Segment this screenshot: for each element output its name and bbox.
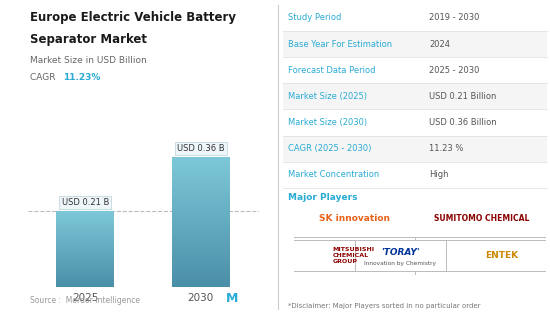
Text: MITSUBISHI
CHEMICAL
GROUP: MITSUBISHI CHEMICAL GROUP	[333, 247, 375, 264]
Text: Innovation by Chemistry: Innovation by Chemistry	[364, 261, 436, 266]
Text: 2025 - 2030: 2025 - 2030	[429, 66, 480, 75]
Text: 2024: 2024	[429, 40, 450, 48]
Text: CAGR (2025 - 2030): CAGR (2025 - 2030)	[288, 144, 371, 153]
Text: Europe Electric Vehicle Battery: Europe Electric Vehicle Battery	[30, 11, 236, 24]
Text: *Disclaimer: Major Players sorted in no particular order: *Disclaimer: Major Players sorted in no …	[288, 303, 480, 309]
Text: Market Size (2025): Market Size (2025)	[288, 92, 367, 101]
Text: Study Period: Study Period	[288, 13, 341, 22]
Text: Separator Market: Separator Market	[30, 33, 147, 47]
Text: 11.23 %: 11.23 %	[429, 144, 463, 153]
Text: M: M	[226, 292, 238, 305]
Text: 'TORAY': 'TORAY'	[381, 248, 420, 257]
Text: Market Size in USD Billion: Market Size in USD Billion	[30, 56, 147, 65]
Text: 11.23%: 11.23%	[63, 73, 101, 82]
Text: USD 0.21 Billion: USD 0.21 Billion	[429, 92, 496, 101]
Text: SUMITOMO CHEMICAL: SUMITOMO CHEMICAL	[433, 214, 529, 224]
Text: 2019 - 2030: 2019 - 2030	[429, 13, 480, 22]
Text: USD 0.36 Billion: USD 0.36 Billion	[429, 118, 497, 127]
Text: Base Year For Estimation: Base Year For Estimation	[288, 40, 392, 48]
Text: Market Concentration: Market Concentration	[288, 170, 379, 179]
Text: Market Size (2030): Market Size (2030)	[288, 118, 367, 127]
Text: Major Players: Major Players	[288, 193, 357, 202]
Text: SK innovation: SK innovation	[319, 214, 390, 224]
Text: Forecast Data Period: Forecast Data Period	[288, 66, 375, 75]
Text: USD 0.36 B: USD 0.36 B	[177, 144, 224, 153]
Text: High: High	[429, 170, 448, 179]
Text: CAGR: CAGR	[30, 73, 59, 82]
Text: ENTEK: ENTEK	[485, 251, 519, 260]
Text: Source :  Mordor Intelligence: Source : Mordor Intelligence	[30, 296, 140, 305]
Text: USD 0.21 B: USD 0.21 B	[62, 198, 109, 207]
